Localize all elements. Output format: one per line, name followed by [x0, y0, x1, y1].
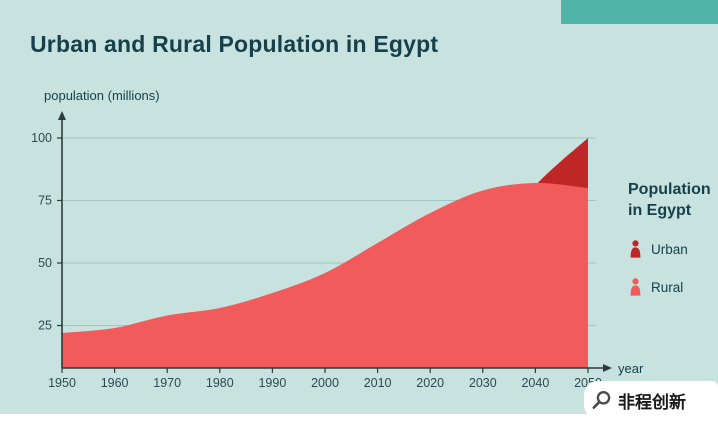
watermark: 非程创新: [584, 381, 718, 419]
watermark-text: 非程创新: [618, 392, 686, 412]
urban-person-icon: [630, 240, 641, 258]
x-tick-label: 2020: [416, 376, 444, 390]
x-tick-label: 1990: [258, 376, 286, 390]
legend-item-rural: Rural: [629, 278, 683, 296]
x-tick-label: 2040: [521, 376, 549, 390]
legend-item-urban: Urban: [629, 240, 688, 258]
x-tick-label: 2010: [364, 376, 392, 390]
axes: [58, 111, 612, 372]
bottom-margin: [0, 414, 718, 424]
x-axis-title: year: [618, 361, 644, 376]
chart-title: Urban and Rural Population in Egypt: [30, 31, 439, 57]
y-tick-label: 50: [38, 256, 52, 270]
legend-label-urban: Urban: [651, 241, 688, 257]
legend-label-rural: Rural: [651, 279, 684, 295]
y-tick-label: 75: [38, 194, 52, 208]
x-tick-label: 2030: [469, 376, 497, 390]
magnifier-icon: [592, 391, 611, 409]
y-axis-title: population (millions): [44, 88, 160, 103]
y-tick-label: 100: [31, 131, 52, 145]
area-rural: [62, 182, 588, 368]
y-tick-label: 25: [38, 319, 52, 333]
x-tick-label: 1970: [153, 376, 181, 390]
rural-person-icon: [630, 278, 641, 296]
top-right-accent-bar: [561, 0, 718, 24]
legend-title: Population in Egypt: [628, 181, 711, 219]
x-tick-label: 2000: [311, 376, 339, 390]
x-tick-label: 1960: [101, 376, 129, 390]
tick-labels: 25 50 75 100 1950 1960 1970 1980 1990 2000 2010 202…: [31, 131, 602, 390]
x-tick-label: 1950: [48, 376, 76, 390]
x-tick-label: 1980: [206, 376, 234, 390]
